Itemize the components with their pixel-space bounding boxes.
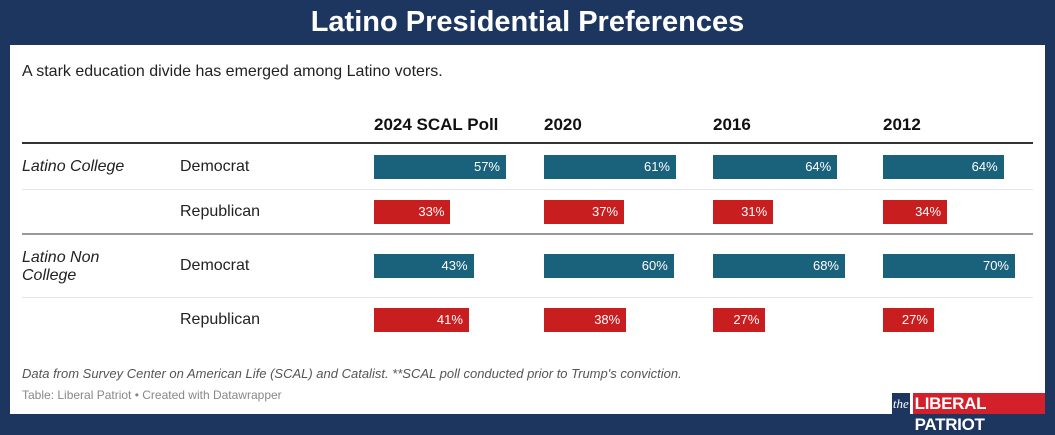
column-header: 2012	[883, 115, 921, 134]
bar-republican: 34%	[883, 200, 948, 224]
column-header: 2024 SCAL Poll	[374, 115, 499, 134]
bar-republican: 38%	[544, 308, 627, 332]
row-divider	[22, 297, 1033, 298]
bar-republican: 37%	[544, 200, 625, 224]
bar-republican: 27%	[713, 308, 766, 332]
column-header: 2016	[713, 115, 751, 134]
page-title: Latino Presidential Preferences	[310, 6, 745, 38]
bar-republican: 31%	[713, 200, 774, 224]
bar-democrat: 64%	[713, 155, 838, 179]
party-label: Democrat	[180, 257, 250, 274]
logo-name: LIBERAL PATRIOT	[912, 393, 1045, 434]
group-label: Latino College	[22, 158, 125, 175]
credit: Table: Liberal Patriot • Created with Da…	[22, 388, 282, 402]
party-label: Republican	[180, 203, 261, 220]
bar-republican: 41%	[374, 308, 469, 332]
bar-republican: 27%	[883, 308, 934, 332]
row-divider	[22, 189, 1033, 190]
footnote: Data from Survey Center on American Life…	[22, 366, 682, 381]
bar-democrat: 70%	[883, 254, 1015, 278]
bar-democrat: 57%	[374, 155, 506, 179]
bar-democrat: 68%	[713, 254, 845, 278]
party-label: Republican	[180, 311, 261, 328]
subtitle: A stark education divide has emerged amo…	[22, 63, 443, 80]
party-label: Democrat	[180, 158, 250, 175]
bar-democrat: 43%	[374, 254, 474, 278]
header-divider	[22, 142, 1033, 144]
liberal-patriot-logo: the LIBERAL PATRIOT	[892, 393, 1045, 434]
bar-democrat: 61%	[544, 155, 676, 179]
group-label: Latino Non College	[22, 249, 100, 284]
logo-the: the	[892, 393, 910, 414]
bar-democrat: 64%	[883, 155, 1004, 179]
table-panel: A stark education divide has emerged amo…	[10, 45, 1045, 434]
group-divider	[22, 233, 1033, 235]
bar-republican: 33%	[374, 200, 451, 224]
column-header: 2020	[544, 115, 582, 134]
bar-democrat: 60%	[544, 254, 674, 278]
